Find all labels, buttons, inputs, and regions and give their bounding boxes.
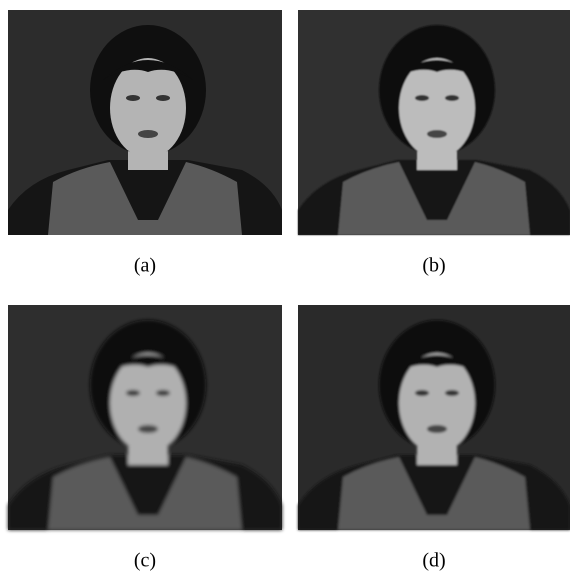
page: {"figure": {"panels": [{"label": "(a)"},… [0, 0, 570, 571]
photo-panel [8, 305, 282, 530]
figure: (a) (b) (c) (d) [0, 0, 570, 571]
eye [126, 95, 140, 101]
eye [156, 95, 170, 101]
mouth [138, 130, 158, 138]
mouth [427, 425, 447, 433]
photo-panel [298, 305, 570, 530]
panel-caption: (a) [134, 255, 156, 277]
photo-panel [298, 10, 570, 235]
mouth [138, 425, 158, 433]
face [110, 353, 186, 453]
panel-caption: (c) [134, 550, 156, 571]
eye [156, 390, 170, 396]
face [110, 58, 186, 158]
eye [415, 390, 429, 396]
panel-caption: (b) [422, 255, 445, 277]
photo-panel [8, 10, 282, 235]
eye [445, 390, 459, 396]
eye [126, 390, 140, 396]
mouth [427, 130, 447, 138]
face [399, 58, 475, 158]
panel-caption: (d) [422, 550, 445, 571]
eye [415, 95, 429, 101]
face [399, 353, 475, 453]
eye [445, 95, 459, 101]
